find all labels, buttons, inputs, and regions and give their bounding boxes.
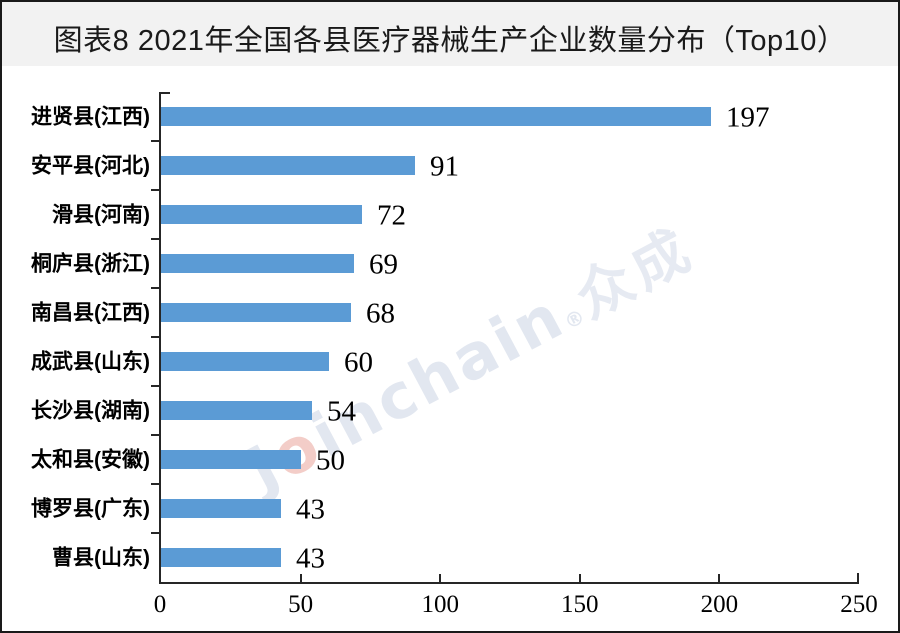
value-label: 43 [296, 542, 325, 574]
bar [161, 499, 281, 518]
value-label: 69 [369, 248, 398, 280]
y-axis-tick [151, 140, 159, 142]
x-tick-label: 200 [700, 591, 739, 618]
y-axis-tick [151, 532, 159, 534]
bar [161, 450, 301, 469]
y-axis-end-tick [161, 92, 170, 94]
bar [161, 107, 711, 126]
x-tick-label: 150 [561, 591, 599, 618]
y-axis-tick [151, 385, 159, 387]
x-axis-line [159, 582, 859, 584]
chart-title: 图表8 2021年全国各县医疗器械生产企业数量分布（Top10） [53, 25, 847, 57]
value-label: 91 [430, 150, 459, 182]
bar [161, 303, 351, 322]
x-axis-tick [718, 574, 721, 582]
category-label: 博罗县(广东) [31, 497, 150, 520]
bar [161, 401, 312, 420]
x-tick-label: 100 [421, 591, 459, 618]
value-label: 197 [726, 101, 770, 133]
x-axis-tick [578, 574, 581, 582]
category-label: 滑县(河南) [52, 203, 150, 226]
x-tick-label: 250 [840, 591, 878, 618]
bar [161, 254, 354, 273]
y-axis-tick [151, 189, 159, 191]
y-axis-tick [151, 336, 159, 338]
x-axis-tick [299, 574, 302, 582]
category-label: 长沙县(湖南) [31, 399, 150, 422]
category-label: 进贤县(江西) [31, 105, 150, 128]
y-axis-line [159, 92, 161, 584]
category-label: 成武县(山东) [31, 350, 150, 373]
x-tick-label: 50 [288, 591, 314, 618]
y-axis-tick [151, 238, 159, 240]
x-axis-tick [439, 574, 442, 582]
y-axis-tick [151, 434, 159, 436]
value-label: 54 [327, 395, 356, 427]
x-axis-end-tick [857, 573, 859, 582]
bar [161, 205, 362, 224]
bar [161, 156, 415, 175]
plot-area: Joinchain®众成 050100150200250进贤县(江西)197安平… [2, 66, 898, 631]
chart-title-band: 图表8 2021年全国各县医疗器械生产企业数量分布（Top10） [2, 2, 898, 66]
value-label: 43 [296, 493, 325, 525]
y-axis-tick [151, 483, 159, 485]
value-label: 72 [377, 199, 406, 231]
category-label: 太和县(安徽) [31, 448, 150, 471]
category-label: 桐庐县(浙江) [31, 252, 150, 275]
value-label: 50 [316, 444, 345, 476]
value-label: 60 [344, 346, 373, 378]
watermark-cjk-text: 众成 [565, 215, 706, 332]
y-axis-tick [151, 287, 159, 289]
category-label: 南昌县(江西) [31, 301, 150, 324]
value-label: 68 [366, 297, 395, 329]
category-label: 曹县(山东) [52, 546, 150, 569]
bar [161, 548, 281, 567]
bar [161, 352, 329, 371]
x-tick-label: 0 [153, 591, 167, 618]
category-label: 安平县(河北) [31, 154, 150, 177]
